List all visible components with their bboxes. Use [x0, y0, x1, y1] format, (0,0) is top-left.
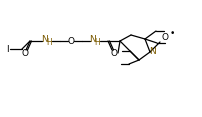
Text: •: • — [168, 29, 174, 38]
Text: H: H — [94, 38, 100, 47]
Text: N: N — [149, 46, 156, 55]
Text: O: O — [110, 49, 117, 58]
Text: N: N — [89, 35, 96, 44]
Text: O: O — [21, 49, 28, 58]
Text: H: H — [46, 38, 52, 47]
Text: O: O — [161, 33, 168, 42]
Text: I: I — [6, 44, 8, 53]
Text: O: O — [67, 37, 74, 46]
Text: N: N — [41, 35, 48, 44]
